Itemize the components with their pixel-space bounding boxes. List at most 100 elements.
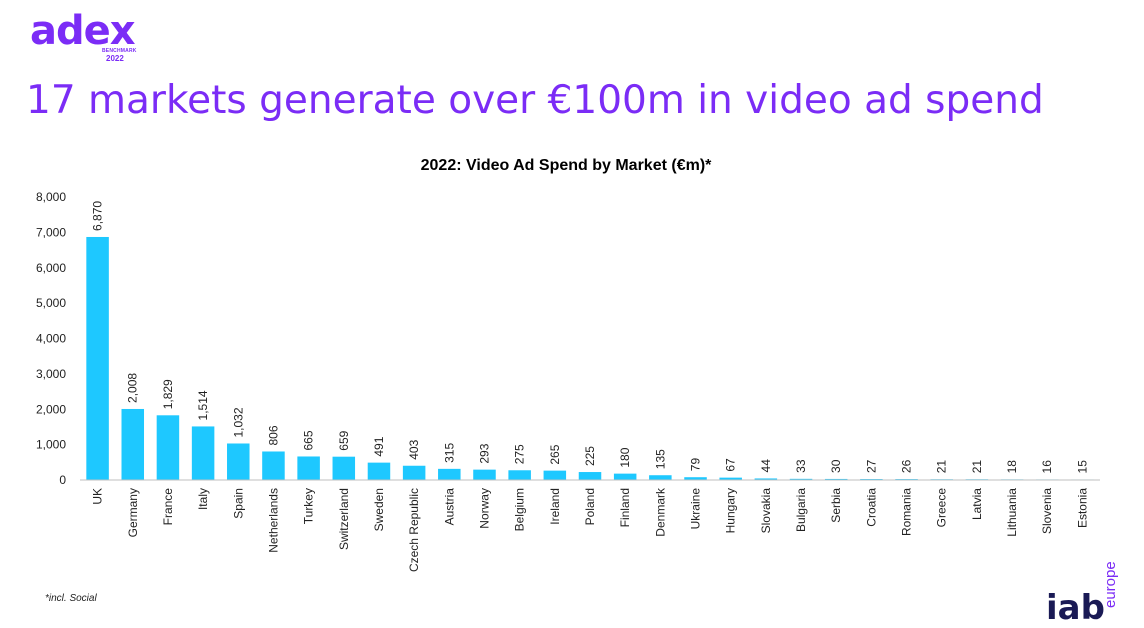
y-tick-label: 0 (59, 473, 66, 487)
y-tick-label: 8,000 (36, 190, 66, 204)
value-label: 27 (864, 459, 878, 473)
bar (719, 477, 742, 480)
bar (191, 426, 215, 480)
iab-europe-logo: iab europe (1046, 560, 1126, 628)
value-label: 15 (1075, 460, 1089, 474)
value-label: 2,008 (126, 373, 140, 403)
category-label: Hungary (724, 488, 738, 533)
bar (613, 473, 637, 480)
bar (297, 456, 320, 480)
category-label: Ukraine (689, 488, 703, 530)
value-label: 21 (935, 460, 949, 474)
y-tick-label: 3,000 (36, 367, 66, 381)
category-label: Finland (618, 488, 632, 527)
bar (367, 462, 391, 480)
value-label: 180 (618, 447, 632, 467)
y-tick-label: 4,000 (36, 332, 66, 346)
logo-year: 2022 (106, 54, 124, 63)
bar (754, 478, 778, 480)
bar (156, 415, 180, 480)
bar-chart: 2022: Video Ad Spend by Market (€m)* 0 1,… (36, 157, 1100, 572)
category-label: Slovakia (759, 488, 773, 534)
value-label: 1,514 (196, 390, 210, 420)
bar (473, 469, 496, 480)
category-label: Lithuania (1005, 488, 1019, 537)
bar (789, 478, 813, 480)
y-tick-label: 5,000 (36, 296, 66, 310)
category-label: Italy (196, 488, 210, 510)
bar (227, 443, 250, 480)
category-label: Denmark (653, 487, 667, 537)
bar (402, 465, 426, 480)
category-label: Serbia (829, 488, 843, 523)
bars-group (86, 236, 1094, 481)
bar (438, 468, 461, 480)
value-label: 1,032 (231, 407, 245, 437)
page-title: 17 markets generate over €100m in video … (26, 78, 1044, 123)
value-label: 16 (1040, 460, 1054, 474)
value-label: 79 (689, 458, 703, 472)
y-tick-label: 2,000 (36, 402, 66, 416)
category-label: Slovenia (1040, 488, 1054, 534)
category-label: Poland (583, 488, 597, 525)
category-label: Estonia (1075, 488, 1089, 528)
y-axis: 0 1,000 2,000 3,000 4,000 5,000 6,000 7,000 8,00… (36, 190, 66, 487)
value-label: 491 (372, 436, 386, 456)
value-label: 1,829 (161, 379, 175, 409)
bar (508, 470, 531, 480)
bar (543, 470, 567, 480)
value-label: 33 (794, 459, 808, 473)
value-label: 293 (477, 443, 491, 463)
y-tick-label: 7,000 (36, 225, 66, 239)
category-label: UK (91, 488, 105, 505)
category-label: France (161, 488, 175, 526)
value-label: 135 (653, 449, 667, 469)
value-label: 665 (302, 430, 316, 450)
category-label: Turkey (302, 488, 316, 524)
bar (649, 475, 672, 480)
value-label: 30 (829, 459, 843, 473)
iab-logo-region: europe (1102, 561, 1119, 608)
bar (578, 472, 602, 480)
bar (332, 456, 356, 480)
category-label: Sweden (372, 488, 386, 531)
value-label: 21 (970, 460, 984, 474)
bar (86, 236, 109, 480)
x-axis-labels: UK Germany France Italy Spain Netherlands Turk… (91, 487, 1090, 572)
category-label: Latvia (970, 488, 984, 520)
value-label: 315 (442, 443, 456, 463)
value-label: 265 (548, 444, 562, 464)
value-label: 403 (407, 439, 421, 459)
category-label: Germany (126, 488, 140, 537)
value-label: 225 (583, 446, 597, 466)
logo-word: adex (30, 8, 136, 54)
bar (824, 478, 848, 480)
category-label: Czech Republic (407, 488, 421, 572)
value-label: 18 (1005, 460, 1019, 474)
category-label: Switzerland (337, 488, 351, 550)
category-label: Croatia (864, 488, 878, 527)
category-label: Ireland (548, 488, 562, 525)
y-tick-label: 6,000 (36, 261, 66, 275)
value-label: 659 (337, 430, 351, 450)
bar (262, 451, 285, 480)
value-label: 275 (513, 444, 527, 464)
category-label: Greece (935, 488, 949, 528)
chart-title: 2022: Video Ad Spend by Market (€m)* (421, 157, 713, 174)
adex-logo: adex BENCHMARK 2022 (30, 8, 140, 64)
bar (121, 408, 145, 480)
category-label: Belgium (513, 488, 527, 531)
category-label: Austria (442, 488, 456, 526)
bar (684, 477, 707, 480)
category-label: Netherlands (266, 488, 280, 553)
value-label: 806 (266, 425, 280, 445)
category-label: Norway (477, 488, 491, 529)
value-label: 44 (759, 459, 773, 473)
iab-logo-word: iab (1046, 588, 1105, 628)
footnote: *incl. Social (45, 593, 97, 604)
y-tick-label: 1,000 (36, 438, 66, 452)
logo-subtitle: BENCHMARK (102, 48, 137, 54)
value-label: 6,870 (91, 201, 105, 231)
category-label: Bulgaria (794, 488, 808, 532)
value-label: 26 (900, 459, 914, 473)
